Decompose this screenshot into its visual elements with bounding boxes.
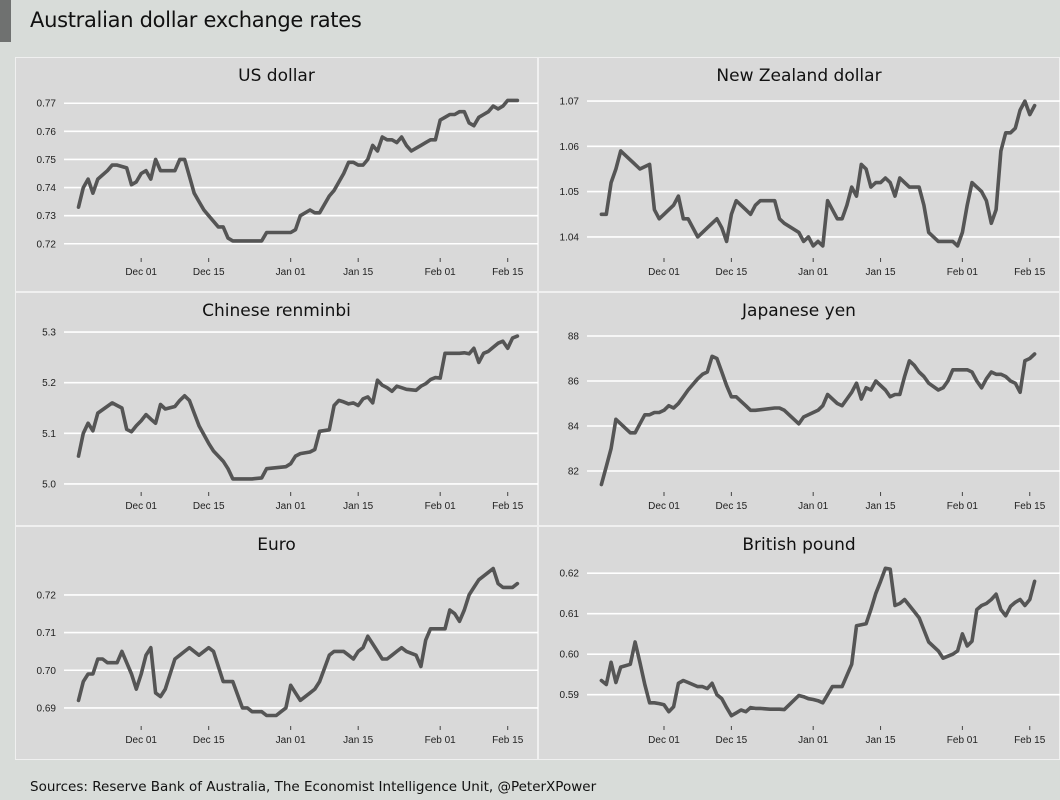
x-tick-label: Dec 01 — [648, 735, 680, 746]
y-tick-label: 5.3 — [42, 328, 56, 339]
x-tick-label: Feb 01 — [425, 501, 457, 512]
x-tick-label: Dec 15 — [193, 267, 225, 278]
y-tick-label: 0.75 — [37, 155, 57, 166]
y-tick-label: 1.06 — [560, 142, 580, 153]
x-tick-label: Feb 15 — [492, 501, 524, 512]
y-tick-label: 1.05 — [560, 187, 580, 198]
panel-title: British pound — [742, 535, 856, 555]
panel-euro: Euro 0.69 0.70 0.71 0.72 Dec 01 Dec 15 Jan 01 J… — [15, 526, 538, 760]
chart-svg: 0.69 0.70 0.71 0.72 Dec 01 Dec 15 Jan 01 Jan 15… — [37, 566, 538, 746]
x-tick-label: Feb 01 — [947, 267, 979, 278]
x-tick-label: Jan 01 — [798, 501, 828, 512]
x-tick-label: Feb 15 — [492, 735, 524, 746]
panel-new-zealand-dollar: New Zealand dollar 1.04 1.05 1.06 1.07 Dec 0… — [538, 57, 1060, 292]
y-tick-label: 86 — [568, 377, 580, 388]
y-tick-label: 0.59 — [560, 690, 580, 701]
y-tick-label: 0.73 — [37, 211, 57, 222]
series-line — [599, 352, 1037, 487]
panel-japanese-yen: Japanese yen 82 84 86 88 Dec 01 Dec 15 Jan 01 J… — [538, 292, 1060, 526]
x-tick-label: Feb 15 — [1014, 267, 1046, 278]
x-tick-label: Jan 01 — [276, 735, 306, 746]
series-line — [76, 566, 520, 718]
x-tick-label: Jan 01 — [798, 735, 828, 746]
y-tick-label: 88 — [568, 332, 580, 343]
x-tick-label: Feb 01 — [425, 735, 457, 746]
series-line — [76, 98, 520, 243]
y-tick-label: 0.77 — [37, 99, 57, 110]
x-tick-label: Dec 15 — [193, 735, 225, 746]
x-tick-label: Jan 15 — [866, 501, 896, 512]
x-tick-label: Jan 01 — [276, 267, 306, 278]
x-tick-label: Jan 15 — [343, 267, 373, 278]
source-note: Sources: Reserve Bank of Australia, The … — [30, 779, 597, 795]
x-tick-label: Dec 15 — [716, 501, 748, 512]
y-tick-label: 82 — [568, 467, 580, 478]
y-tick-label: 5.1 — [42, 429, 56, 440]
chart-svg: 1.04 1.05 1.06 1.07 Dec 01 Dec 15 Jan 01 Jan 15… — [560, 97, 1060, 278]
y-tick-label: 0.74 — [37, 183, 57, 194]
x-tick-label: Jan 15 — [866, 267, 896, 278]
x-tick-label: Dec 01 — [648, 501, 680, 512]
y-tick-label: 0.69 — [37, 703, 57, 714]
y-tick-label: 1.04 — [560, 232, 580, 243]
y-tick-label: 5.2 — [42, 378, 56, 389]
x-tick-label: Feb 01 — [947, 735, 979, 746]
x-tick-label: Jan 15 — [343, 735, 373, 746]
panel-title: New Zealand dollar — [716, 66, 882, 86]
x-tick-label: Feb 01 — [425, 267, 457, 278]
panel-title: US dollar — [238, 66, 315, 86]
x-tick-label: Dec 01 — [125, 501, 157, 512]
y-tick-label: 0.61 — [560, 609, 580, 620]
x-tick-label: Feb 15 — [1014, 501, 1046, 512]
x-tick-label: Jan 15 — [343, 501, 373, 512]
x-tick-label: Dec 15 — [716, 267, 748, 278]
y-tick-label: 0.72 — [37, 590, 57, 601]
y-tick-label: 84 — [568, 422, 580, 433]
x-tick-label: Feb 15 — [1014, 735, 1046, 746]
x-tick-label: Jan 01 — [276, 501, 306, 512]
small-multiples-grid: US dollar 0.72 0.73 0.74 0.75 0.76 0.77 Dec 01… — [15, 57, 1060, 760]
x-tick-label: Dec 01 — [125, 267, 157, 278]
y-tick-label: 0.62 — [560, 569, 580, 580]
y-tick-label: 0.70 — [37, 666, 57, 677]
series-line — [599, 566, 1037, 718]
x-tick-label: Dec 01 — [648, 267, 680, 278]
x-tick-label: Feb 01 — [947, 501, 979, 512]
series-line — [599, 99, 1037, 248]
x-tick-label: Dec 15 — [716, 735, 748, 746]
x-tick-label: Jan 01 — [798, 267, 828, 278]
y-tick-label: 0.72 — [37, 239, 57, 250]
y-tick-label: 1.07 — [560, 97, 580, 108]
y-tick-label: 0.60 — [560, 650, 580, 661]
x-tick-label: Dec 15 — [193, 501, 225, 512]
x-tick-label: Dec 01 — [125, 735, 157, 746]
panel-british-pound: British pound 0.59 0.60 0.61 0.62 Dec 01 Dec … — [538, 526, 1060, 760]
y-tick-label: 5.0 — [42, 479, 56, 490]
x-tick-label: Jan 15 — [866, 735, 896, 746]
panel-us-dollar: US dollar 0.72 0.73 0.74 0.75 0.76 0.77 Dec 01… — [15, 57, 538, 292]
chart-svg: 0.59 0.60 0.61 0.62 Dec 01 Dec 15 Jan 01 Jan 15… — [560, 566, 1060, 746]
panel-title: Chinese renminbi — [202, 301, 351, 321]
chart-svg: 5.0 5.1 5.2 5.3 Dec 01 Dec 15 Jan 01 Jan 15 Feb … — [42, 328, 538, 512]
chart-svg: 0.72 0.73 0.74 0.75 0.76 0.77 Dec 01 Dec 15 Jan … — [37, 98, 538, 278]
corner-marker — [0, 0, 11, 42]
panel-title: Japanese yen — [742, 301, 856, 321]
page-title: Australian dollar exchange rates — [30, 8, 362, 32]
panel-title: Euro — [257, 535, 296, 555]
y-tick-label: 0.76 — [37, 127, 57, 138]
series-line — [76, 334, 520, 481]
chart-svg: 82 84 86 88 Dec 01 Dec 15 Jan 01 Jan 15 Feb 01 Fe… — [568, 332, 1060, 512]
y-tick-label: 0.71 — [37, 628, 57, 639]
x-tick-label: Feb 15 — [492, 267, 524, 278]
panel-chinese-renminbi: Chinese renminbi 5.0 5.1 5.2 5.3 Dec 01 Dec 1… — [15, 292, 538, 526]
